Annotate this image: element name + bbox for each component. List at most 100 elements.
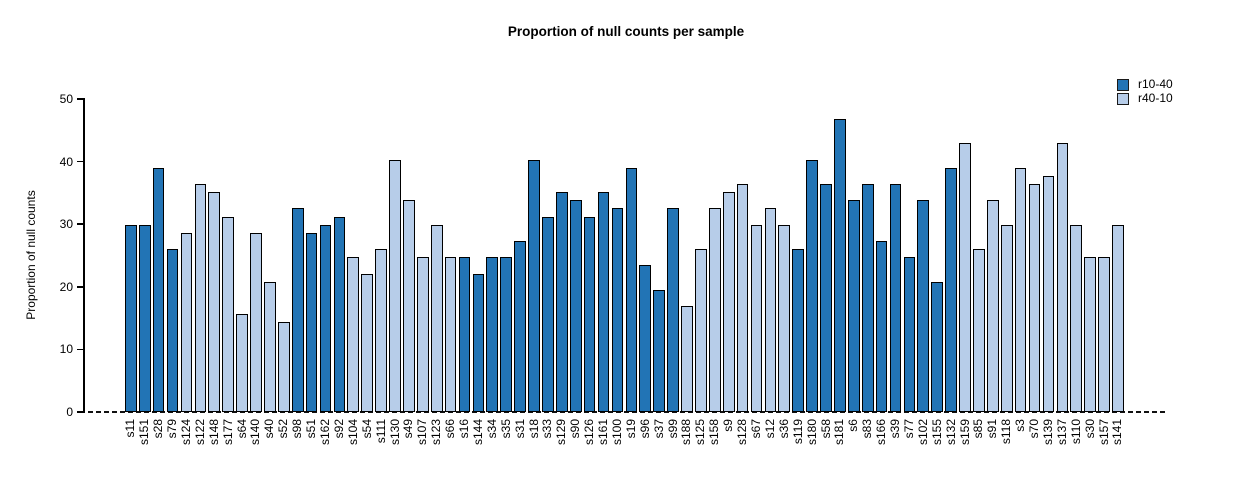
- x-label-s18: s18: [526, 418, 541, 438]
- bar-s58: [820, 184, 832, 412]
- bar-s126: [583, 216, 596, 412]
- legend-label-r40-10: r40-10: [1138, 91, 1173, 105]
- y-tick-label: 40: [59, 154, 73, 169]
- bar-s122: [194, 184, 207, 412]
- bar-s51: [305, 232, 318, 412]
- x-label-s54: s54: [359, 418, 374, 438]
- x-label-s159: s159: [957, 418, 972, 445]
- bar-s77: [903, 257, 916, 412]
- x-label-s92: s92: [331, 418, 346, 438]
- bar-s130: [389, 159, 401, 412]
- bar-s161: [597, 192, 610, 412]
- bar-s144: [472, 273, 485, 412]
- y-tick-label: 30: [59, 217, 73, 232]
- bar-s139: [1042, 175, 1055, 412]
- x-label-s137: s137: [1054, 418, 1069, 445]
- x-label-s128: s128: [735, 418, 750, 445]
- x-label-s66: s66: [443, 418, 458, 438]
- x-label-s67: s67: [748, 418, 763, 438]
- bar-s96: [639, 265, 652, 412]
- x-label-s177: s177: [220, 418, 235, 445]
- x-label-s107: s107: [415, 418, 430, 445]
- x-label-s111: s111: [373, 418, 388, 443]
- y-tick: [77, 223, 83, 225]
- bar-s70: [1028, 184, 1041, 412]
- x-label-s162: s162: [317, 418, 332, 445]
- x-label-s58: s58: [818, 418, 833, 438]
- bar-s40: [264, 281, 276, 412]
- bar-s188: [681, 306, 693, 412]
- bar-s18: [528, 159, 540, 412]
- y-axis-title: Proportion of null counts: [24, 190, 38, 320]
- x-label-s140: s140: [248, 418, 263, 445]
- bar-s90: [569, 200, 582, 412]
- x-label-s98: s98: [290, 418, 305, 438]
- x-label-s31: s31: [512, 418, 527, 438]
- bar-s180: [806, 159, 818, 412]
- bar-s181: [834, 118, 846, 412]
- x-label-s35: s35: [498, 418, 513, 438]
- bar-s36: [778, 224, 791, 412]
- x-label-s125: s125: [693, 418, 708, 445]
- bar-s123: [430, 224, 443, 412]
- x-label-s3: s3: [1013, 418, 1028, 432]
- bar-s64: [236, 314, 248, 412]
- bar-s3: [1014, 167, 1027, 412]
- legend-item-r40-10: r40-10: [1117, 91, 1173, 105]
- x-label-s33: s33: [540, 418, 555, 438]
- x-label-s49: s49: [401, 418, 416, 438]
- bar-s83: [861, 184, 874, 412]
- x-label-s6: s6: [846, 418, 861, 432]
- x-label-s28: s28: [151, 418, 166, 438]
- bar-s79: [166, 249, 179, 412]
- bar-s28: [152, 167, 165, 412]
- bar-s31: [514, 241, 526, 412]
- x-label-s90: s90: [568, 418, 583, 438]
- y-tick: [77, 160, 83, 163]
- bar-s111: [375, 249, 387, 412]
- legend-item-r10-40: r10-40: [1117, 78, 1173, 91]
- x-label-s161: s161: [596, 418, 611, 445]
- bar-s49: [403, 200, 415, 412]
- x-label-s151: s151: [137, 418, 152, 445]
- bar-s151: [138, 224, 151, 412]
- x-label-s139: s139: [1040, 418, 1055, 445]
- x-label-s39: s39: [888, 418, 903, 438]
- bar-s98: [291, 208, 304, 412]
- bar-s107: [416, 257, 429, 412]
- bar-s67: [750, 224, 763, 412]
- bar-s104: [347, 257, 360, 412]
- x-label-s155: s155: [929, 418, 944, 445]
- x-label-s119: s119: [790, 418, 805, 444]
- x-label-s37: s37: [651, 418, 666, 438]
- y-tick: [77, 411, 83, 413]
- x-label-s118: s118: [999, 418, 1014, 444]
- bar-s157: [1098, 257, 1110, 412]
- y-tick-label: 50: [59, 91, 73, 106]
- x-label-s157: s157: [1096, 418, 1111, 445]
- x-label-s188: s188: [679, 418, 694, 445]
- bar-s30: [1084, 257, 1096, 412]
- bar-s119: [792, 249, 805, 412]
- bar-s19: [625, 167, 638, 412]
- y-tick-label: 0: [66, 405, 73, 419]
- x-label-s99: s99: [665, 418, 680, 438]
- bar-s137: [1056, 143, 1069, 412]
- x-label-s36: s36: [776, 418, 791, 438]
- bar-s159: [959, 143, 971, 412]
- chart-title: Proportion of null counts per sample: [507, 24, 745, 39]
- x-label-s64: s64: [234, 418, 249, 438]
- bar-s118: [1000, 224, 1013, 412]
- x-label-s40: s40: [262, 418, 277, 438]
- x-label-s132: s132: [943, 418, 958, 445]
- x-label-s102: s102: [915, 418, 930, 445]
- x-label-s11: s11: [123, 418, 138, 437]
- x-label-s180: s180: [804, 418, 819, 445]
- y-tick: [77, 98, 83, 100]
- x-label-s52: s52: [276, 418, 291, 438]
- y-tick: [77, 285, 83, 288]
- bar-s92: [333, 216, 346, 412]
- bar-s125: [695, 249, 707, 412]
- x-label-s70: s70: [1027, 418, 1042, 438]
- bar-s166: [875, 241, 888, 412]
